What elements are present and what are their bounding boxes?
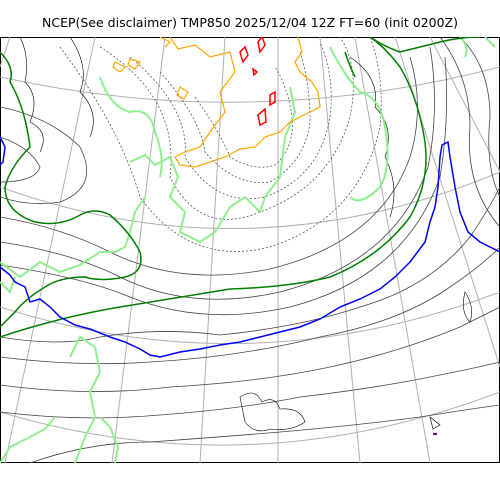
latitude-line — [0, 291, 500, 344]
isotherm-orange — [112, 37, 321, 168]
coastlines — [19, 37, 472, 432]
map-title: NCEP(See disclaimer) TMP850 2025/12/04 1… — [41, 15, 458, 30]
isotherm-red — [239, 37, 276, 127]
isotherm-light-green — [0, 37, 496, 463]
isotherm-blue — [0, 136, 500, 358]
meridian-line — [0, 37, 11, 68]
latitude-line — [0, 171, 500, 229]
meridian-line — [354, 37, 431, 463]
isotherm-dark-green — [0, 37, 481, 338]
meridian-line — [199, 37, 226, 463]
isotherm-purple — [433, 433, 437, 435]
weather-map — [0, 37, 500, 463]
latitude-line — [0, 66, 500, 103]
map-frame — [0, 37, 500, 463]
meridian-line — [4, 37, 96, 463]
meridian-line — [429, 37, 500, 173]
meridian-line — [319, 37, 361, 463]
